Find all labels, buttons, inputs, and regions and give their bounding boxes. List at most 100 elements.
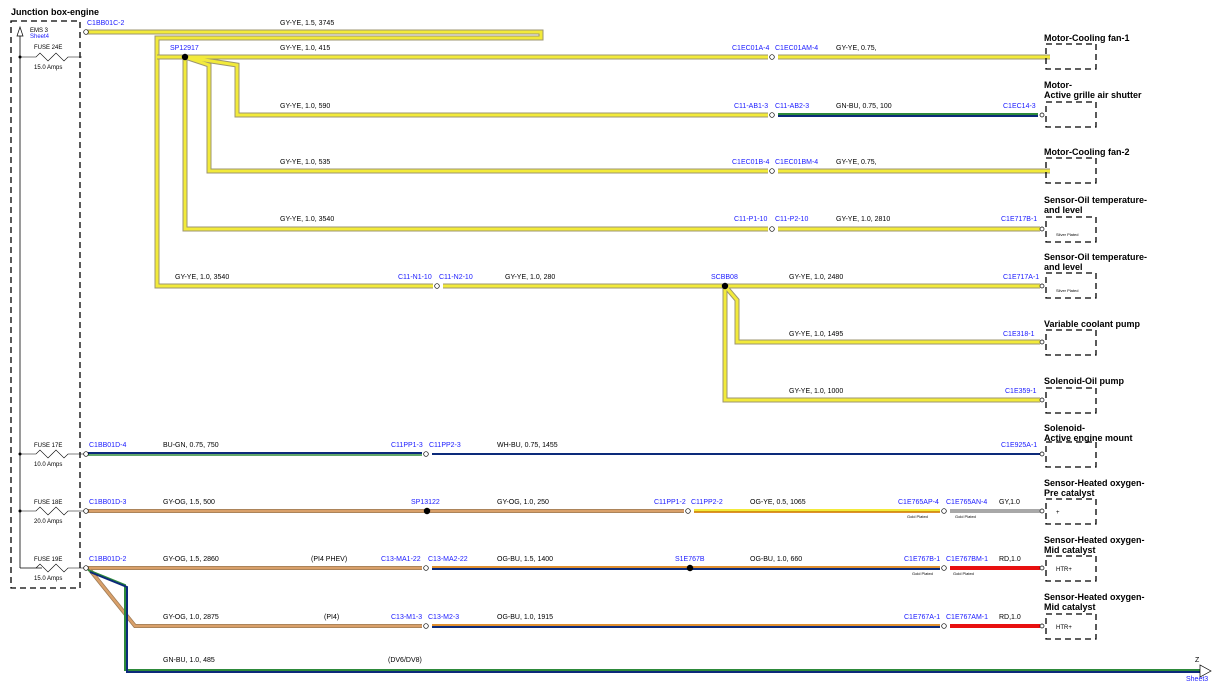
connector-label[interactable]: C13-M1-3 bbox=[391, 614, 422, 621]
wire-label: GY-OG, 1.0, 250 bbox=[497, 499, 549, 506]
component-title: Sensor-Oil temperature- bbox=[1044, 195, 1147, 205]
connector-label[interactable]: C1BB01D-2 bbox=[89, 556, 126, 563]
fuse-rating: 15.0 Amps bbox=[34, 65, 62, 71]
wire-mid-catalyst-2 bbox=[88, 568, 1040, 628]
wire-engine-mount bbox=[86, 452, 1040, 456]
fuse-name: FUSE 19E bbox=[34, 557, 62, 563]
splice-label[interactable]: S1E767B bbox=[675, 556, 705, 563]
component-grille[interactable] bbox=[1045, 101, 1097, 128]
wire-label: GN-BU, 0.75, 100 bbox=[836, 103, 892, 110]
component-mid1[interactable] bbox=[1045, 555, 1097, 582]
connector-label[interactable]: C11PP1-2 bbox=[654, 499, 686, 506]
connector-label[interactable]: C1E717B-1 bbox=[1001, 216, 1037, 223]
junction-box-frame bbox=[10, 20, 81, 589]
connector-label[interactable]: C11PP2-3 bbox=[429, 442, 461, 449]
wire-label: GY-YE, 1.0, 2810 bbox=[836, 216, 890, 223]
connector-label[interactable]: C11-P2-10 bbox=[775, 216, 808, 223]
connector-label[interactable]: C1E767B-1 bbox=[904, 556, 940, 563]
connector-label[interactable]: C1EC01A-4 bbox=[732, 45, 769, 52]
component-mount[interactable] bbox=[1045, 441, 1097, 468]
connector-label[interactable]: C11-AB2-3 bbox=[775, 103, 809, 110]
connector-label[interactable]: C1BB01D-4 bbox=[89, 442, 126, 449]
connector-label[interactable]: C1E765AN-4 bbox=[946, 499, 987, 506]
component-mid2[interactable] bbox=[1045, 613, 1097, 640]
wire-label: OG-YE, 0.5, 1065 bbox=[750, 499, 806, 506]
wire-label: OG-BU, 1.0, 660 bbox=[750, 556, 802, 563]
wire-label: GY-YE, 1.0, 1495 bbox=[789, 331, 843, 338]
plating-note: Silver Plated bbox=[1056, 288, 1078, 293]
component-pump[interactable] bbox=[1045, 329, 1097, 356]
fuse-icon bbox=[20, 52, 82, 62]
component-title: Pre catalyst bbox=[1044, 488, 1095, 498]
wire-label: GY-OG, 1.5, 2860 bbox=[163, 556, 219, 563]
connector-label[interactable]: C1EC14-3 bbox=[1003, 103, 1036, 110]
connector-label[interactable]: C1E767A-1 bbox=[904, 614, 940, 621]
fuse-name: FUSE 24E bbox=[34, 45, 62, 51]
inline-connectors bbox=[83, 29, 1045, 629]
junction-box-title: Junction box-engine bbox=[11, 7, 99, 17]
splice-s1e767b bbox=[686, 564, 694, 572]
fuse-icon bbox=[20, 449, 84, 459]
component-title: Mid catalyst bbox=[1044, 602, 1096, 612]
fuse-icon bbox=[20, 506, 84, 516]
connector-label[interactable]: C1EC01AM-4 bbox=[775, 45, 818, 52]
connector-label[interactable]: C1EC01BM-4 bbox=[775, 159, 818, 166]
fuse-19e: FUSE 19E 15.0 Amps bbox=[34, 557, 84, 582]
wire-label: GY,1.0 bbox=[999, 499, 1020, 506]
wire-label: GY-YE, 1.0, 535 bbox=[280, 159, 330, 166]
wire-label: GY-OG, 1.0, 2875 bbox=[163, 614, 219, 621]
connector-label[interactable]: C11-N2-10 bbox=[439, 274, 473, 281]
connector-label[interactable]: C1E318-1 bbox=[1003, 331, 1035, 338]
fuse-icon bbox=[35, 563, 84, 573]
connector-label[interactable]: C11-N1-10 bbox=[398, 274, 432, 281]
connector-label[interactable]: C1E359-1 bbox=[1005, 388, 1037, 395]
component-oil2[interactable] bbox=[1045, 272, 1097, 299]
component-title: Active engine mount bbox=[1044, 433, 1133, 443]
wire-label: GY-YE, 1.0, 3540 bbox=[280, 216, 334, 223]
plating-note: Gold Plated bbox=[907, 514, 928, 519]
splice-label[interactable]: SCBB08 bbox=[711, 274, 738, 281]
ems-arrow-icon bbox=[16, 25, 24, 37]
connector-label[interactable]: C11-P1-10 bbox=[734, 216, 767, 223]
wire-label: GN-BU, 1.0, 485 bbox=[163, 657, 215, 664]
connector-label[interactable]: C1BB01D-3 bbox=[89, 499, 126, 506]
wire-gn-bu-bottom bbox=[87, 569, 1212, 678]
connector-label[interactable]: C1EC01B-4 bbox=[732, 159, 769, 166]
connector-label[interactable]: C13-MA2-22 bbox=[428, 556, 468, 563]
connector-label[interactable]: C1E767BM-1 bbox=[946, 556, 988, 563]
pin-label: HTR+ bbox=[1056, 625, 1072, 631]
connector-label[interactable]: C11PP2-2 bbox=[691, 499, 723, 506]
connector-label[interactable]: C13-M2-3 bbox=[428, 614, 459, 621]
wire-label: GY-YE, 1.0, 415 bbox=[280, 45, 330, 52]
splice-label[interactable]: SP12917 bbox=[170, 45, 199, 52]
component-fan2[interactable] bbox=[1045, 157, 1097, 184]
component-title: Mid catalyst bbox=[1044, 545, 1096, 555]
component-fan1[interactable] bbox=[1045, 43, 1097, 70]
connector-label[interactable]: C1E767AM-1 bbox=[946, 614, 988, 621]
connector-label[interactable]: C1BB01C-2 bbox=[87, 20, 124, 27]
connector-label[interactable]: C1E717A-1 bbox=[1003, 274, 1039, 281]
fuse-rating: 15.0 Amps bbox=[34, 576, 62, 582]
sheet-link[interactable]: Sheet3 bbox=[1186, 676, 1208, 683]
component-oil1[interactable] bbox=[1045, 216, 1097, 243]
component-title: Solenoid- bbox=[1044, 423, 1085, 433]
connector-label[interactable]: C11PP1-3 bbox=[391, 442, 423, 449]
connector-label[interactable]: C1E765AP-4 bbox=[898, 499, 939, 506]
component-pre[interactable] bbox=[1045, 498, 1097, 525]
splice-label[interactable]: SP13122 bbox=[411, 499, 440, 506]
wire-label: GY-OG, 1.5, 500 bbox=[163, 499, 215, 506]
component-title: Solenoid-Oil pump bbox=[1044, 376, 1124, 386]
component-title: and level bbox=[1044, 262, 1083, 272]
component-title: Motor- bbox=[1044, 80, 1072, 90]
connector-label[interactable]: C11-AB1-3 bbox=[734, 103, 768, 110]
connector-label[interactable]: C13-MA1-22 bbox=[381, 556, 421, 563]
ems-sheet-link[interactable]: Sheet4 bbox=[30, 34, 50, 40]
wire-label: GY-YE, 1.0, 280 bbox=[505, 274, 555, 281]
option-label: (DV6/DV8) bbox=[388, 657, 422, 664]
connector-label[interactable]: C1E925A-1 bbox=[1001, 442, 1037, 449]
component-sol[interactable] bbox=[1045, 387, 1097, 414]
sheet-arrow-icon[interactable] bbox=[1199, 664, 1212, 678]
fuse-name: FUSE 18E bbox=[34, 500, 62, 506]
component-title: Sensor-Heated oxygen- bbox=[1044, 535, 1145, 545]
fuse-17e: FUSE 17E 10.0 Amps bbox=[18, 443, 84, 468]
